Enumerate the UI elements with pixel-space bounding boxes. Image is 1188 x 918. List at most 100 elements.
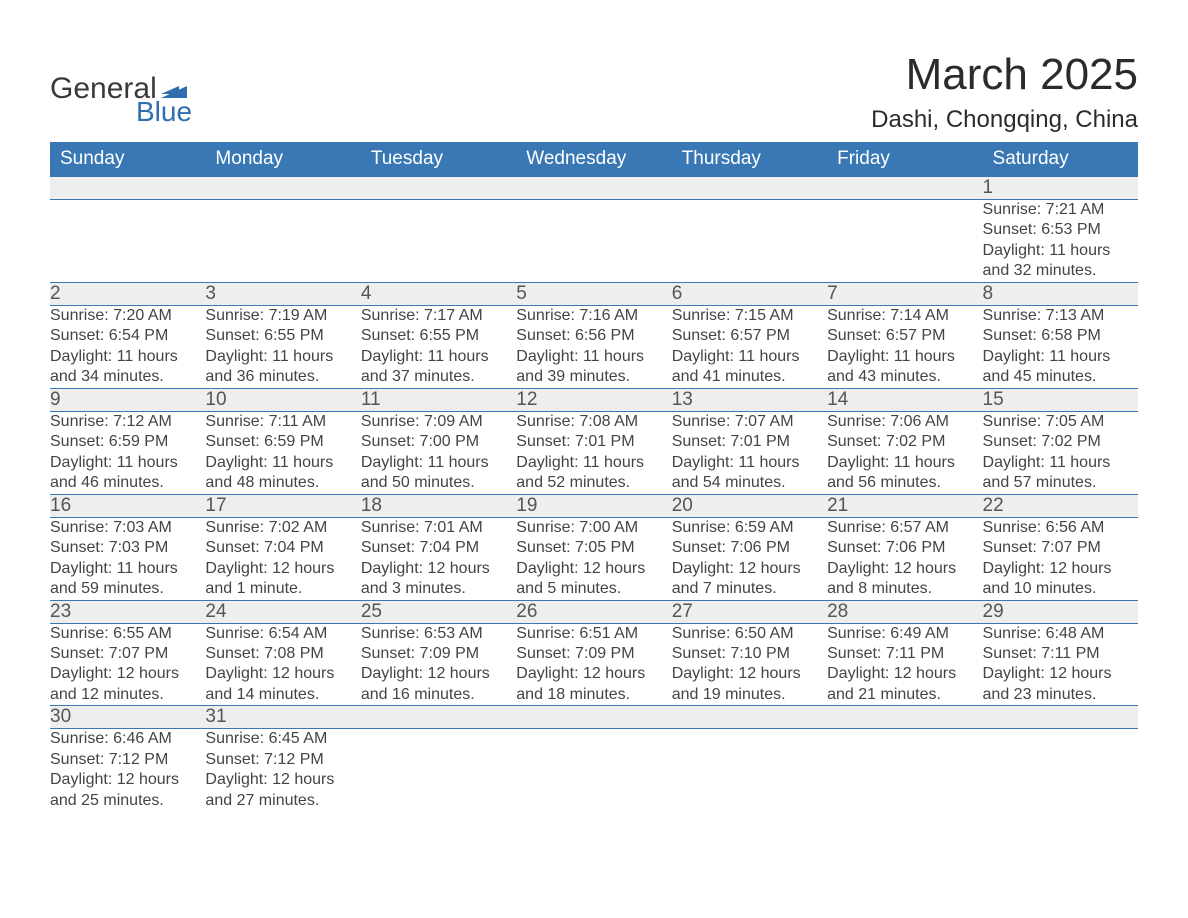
calendar-body: 1 Sunrise: 7:21 AMSunset: 6:53 PMDayligh… [50, 177, 1138, 812]
day-info: Sunrise: 7:17 AMSunset: 6:55 PMDaylight:… [361, 305, 516, 388]
daylight-line: Daylight: 12 hours and 14 minutes. [205, 664, 360, 705]
daylight-line: Daylight: 12 hours and 10 minutes. [983, 559, 1138, 600]
daylight-line: Daylight: 12 hours and 19 minutes. [672, 664, 827, 705]
day-number: 25 [361, 600, 516, 623]
day-info: Sunrise: 7:08 AMSunset: 7:01 PMDaylight:… [516, 411, 671, 494]
day-number: 28 [827, 600, 982, 623]
day-info: Sunrise: 7:05 AMSunset: 7:02 PMDaylight:… [983, 411, 1138, 494]
sunset-line: Sunset: 6:57 PM [672, 326, 827, 346]
weekday-header: Monday [205, 142, 360, 177]
day-number: 29 [983, 600, 1138, 623]
daylight-line: Daylight: 11 hours and 48 minutes. [205, 453, 360, 494]
sunrise-line: Sunrise: 7:13 AM [983, 306, 1138, 326]
sunrise-line: Sunrise: 7:15 AM [672, 306, 827, 326]
day-number [827, 706, 982, 729]
daylight-line: Daylight: 11 hours and 43 minutes. [827, 347, 982, 388]
info-row: Sunrise: 7:12 AMSunset: 6:59 PMDaylight:… [50, 411, 1138, 494]
day-number: 20 [672, 494, 827, 517]
sunset-line: Sunset: 7:05 PM [516, 538, 671, 558]
daylight-line: Daylight: 11 hours and 50 minutes. [361, 453, 516, 494]
sunrise-line: Sunrise: 6:51 AM [516, 624, 671, 644]
sunset-line: Sunset: 7:09 PM [516, 644, 671, 664]
day-info: Sunrise: 7:14 AMSunset: 6:57 PMDaylight:… [827, 305, 982, 388]
daynum-row: 1 [50, 177, 1138, 200]
daylight-line: Daylight: 11 hours and 46 minutes. [50, 453, 205, 494]
daylight-line: Daylight: 12 hours and 3 minutes. [361, 559, 516, 600]
sunrise-line: Sunrise: 7:08 AM [516, 412, 671, 432]
sunset-line: Sunset: 6:59 PM [50, 432, 205, 452]
daylight-line: Daylight: 12 hours and 8 minutes. [827, 559, 982, 600]
day-info: Sunrise: 6:54 AMSunset: 7:08 PMDaylight:… [205, 623, 360, 706]
sunset-line: Sunset: 7:12 PM [205, 750, 360, 770]
day-info [827, 729, 982, 811]
day-number: 23 [50, 600, 205, 623]
sunset-line: Sunset: 6:55 PM [361, 326, 516, 346]
sunset-line: Sunset: 6:55 PM [205, 326, 360, 346]
daynum-row: 2345678 [50, 282, 1138, 305]
info-row: Sunrise: 7:03 AMSunset: 7:03 PMDaylight:… [50, 517, 1138, 600]
daylight-line: Daylight: 11 hours and 41 minutes. [672, 347, 827, 388]
day-info: Sunrise: 6:48 AMSunset: 7:11 PMDaylight:… [983, 623, 1138, 706]
day-info [672, 200, 827, 283]
sunrise-line: Sunrise: 6:57 AM [827, 518, 982, 538]
header: General Blue March 2025 Dashi, Chongqing… [50, 50, 1138, 134]
sunrise-line: Sunrise: 7:17 AM [361, 306, 516, 326]
day-info [672, 729, 827, 811]
daylight-line: Daylight: 11 hours and 59 minutes. [50, 559, 205, 600]
day-number: 10 [205, 388, 360, 411]
sunrise-line: Sunrise: 7:20 AM [50, 306, 205, 326]
day-number [205, 177, 360, 200]
day-info: Sunrise: 7:21 AMSunset: 6:53 PMDaylight:… [983, 200, 1138, 283]
day-number: 5 [516, 282, 671, 305]
weekday-header: Saturday [983, 142, 1138, 177]
sunrise-line: Sunrise: 6:49 AM [827, 624, 982, 644]
daynum-row: 16171819202122 [50, 494, 1138, 517]
daylight-line: Daylight: 12 hours and 16 minutes. [361, 664, 516, 705]
sunrise-line: Sunrise: 6:54 AM [205, 624, 360, 644]
day-info [983, 729, 1138, 811]
calendar-table: Sunday Monday Tuesday Wednesday Thursday… [50, 142, 1138, 811]
day-number: 30 [50, 706, 205, 729]
title-block: March 2025 Dashi, Chongqing, China [871, 50, 1138, 134]
day-number: 22 [983, 494, 1138, 517]
day-info: Sunrise: 7:09 AMSunset: 7:00 PMDaylight:… [361, 411, 516, 494]
sunset-line: Sunset: 7:07 PM [50, 644, 205, 664]
day-info [516, 729, 671, 811]
sunset-line: Sunset: 7:01 PM [516, 432, 671, 452]
day-number: 18 [361, 494, 516, 517]
day-info: Sunrise: 6:56 AMSunset: 7:07 PMDaylight:… [983, 517, 1138, 600]
daylight-line: Daylight: 11 hours and 32 minutes. [983, 241, 1138, 282]
day-number [827, 177, 982, 200]
daylight-line: Daylight: 12 hours and 25 minutes. [50, 770, 205, 811]
day-number: 27 [672, 600, 827, 623]
day-number: 9 [50, 388, 205, 411]
sunrise-line: Sunrise: 7:06 AM [827, 412, 982, 432]
day-number [672, 177, 827, 200]
day-info: Sunrise: 7:15 AMSunset: 6:57 PMDaylight:… [672, 305, 827, 388]
sunrise-line: Sunrise: 7:11 AM [205, 412, 360, 432]
day-number: 17 [205, 494, 360, 517]
day-info [361, 200, 516, 283]
day-info: Sunrise: 6:49 AMSunset: 7:11 PMDaylight:… [827, 623, 982, 706]
daylight-line: Daylight: 11 hours and 56 minutes. [827, 453, 982, 494]
day-number: 26 [516, 600, 671, 623]
daylight-line: Daylight: 11 hours and 57 minutes. [983, 453, 1138, 494]
day-number: 4 [361, 282, 516, 305]
daynum-row: 9101112131415 [50, 388, 1138, 411]
weekday-header: Tuesday [361, 142, 516, 177]
sunrise-line: Sunrise: 7:19 AM [205, 306, 360, 326]
day-number [516, 177, 671, 200]
day-number: 2 [50, 282, 205, 305]
day-info: Sunrise: 7:03 AMSunset: 7:03 PMDaylight:… [50, 517, 205, 600]
daylight-line: Daylight: 12 hours and 1 minute. [205, 559, 360, 600]
sunrise-line: Sunrise: 7:00 AM [516, 518, 671, 538]
daylight-line: Daylight: 11 hours and 45 minutes. [983, 347, 1138, 388]
sunset-line: Sunset: 7:07 PM [983, 538, 1138, 558]
day-number: 13 [672, 388, 827, 411]
daynum-row: 3031 [50, 706, 1138, 729]
sunset-line: Sunset: 7:11 PM [827, 644, 982, 664]
day-info: Sunrise: 7:20 AMSunset: 6:54 PMDaylight:… [50, 305, 205, 388]
sunset-line: Sunset: 6:53 PM [983, 220, 1138, 240]
day-info: Sunrise: 6:59 AMSunset: 7:06 PMDaylight:… [672, 517, 827, 600]
day-info: Sunrise: 6:55 AMSunset: 7:07 PMDaylight:… [50, 623, 205, 706]
